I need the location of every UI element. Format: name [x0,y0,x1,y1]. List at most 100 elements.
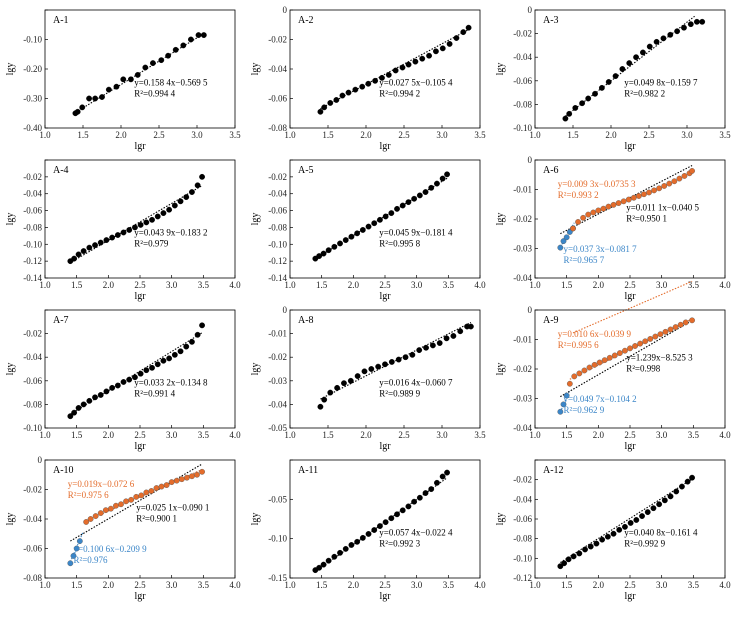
data-point [565,556,572,563]
y-tick-label: -0.08 [268,222,287,232]
data-point [177,348,184,355]
data-point [450,333,457,339]
data-point [465,24,472,31]
x-tick-label: 3.0 [656,280,668,290]
data-point [596,359,603,366]
x-axis-label: lgr [379,441,391,452]
data-point [560,238,567,245]
y-tick-label: -0.02 [513,364,532,374]
data-point [600,205,607,212]
y-axis-label: lgy [250,213,261,226]
data-point [557,408,564,415]
data-point [557,563,564,570]
x-tick-label: 4.0 [229,430,241,440]
data-point [67,413,74,420]
data-point [632,343,638,349]
y-tick-label: 0 [283,5,288,15]
y-tick-label: -0.02 [23,329,42,339]
y-tick-label: -0.01 [268,329,287,339]
panel-label: A-12 [543,465,564,476]
y-axis-label: lgy [5,213,16,226]
y-axis-label: lgy [495,513,506,526]
x-tick-label: 1.0 [529,130,541,140]
x-tick-label: 3.0 [411,580,423,590]
y-tick-label: -0.30 [23,94,42,104]
x-tick-label: 1.0 [284,430,296,440]
y-tick-label: -0.40 [23,123,42,133]
y-tick-label: -0.03 [268,376,287,386]
y-tick-label: -0.05 [268,494,287,504]
data-point [345,89,352,96]
data-point [166,206,173,213]
data-point [92,242,98,249]
data-point [368,366,375,372]
data-point [566,110,573,117]
data-point [689,474,695,481]
data-point [646,189,652,196]
data-point [689,168,695,174]
y-tick-label: -0.08 [23,222,42,232]
x-tick-label: 3.0 [436,430,448,440]
x-tick-label: 4.0 [719,580,731,590]
data-point [199,468,205,475]
data-point [392,67,399,74]
data-point [640,49,646,56]
y-tick-label: -0.03 [513,394,532,404]
data-point [460,29,467,36]
y-tick-label: -0.08 [23,399,42,409]
data-point [622,347,628,354]
x-tick-label: 2.0 [348,280,360,290]
fit-line [70,332,203,415]
data-point [422,189,429,195]
x-tick-label: 2.5 [624,580,636,590]
data-point [133,493,140,500]
data-point [76,538,83,545]
data-point [132,224,138,231]
data-point [183,343,190,350]
x-axis-label: lgr [624,591,636,602]
data-point [195,32,202,38]
data-point [416,192,423,199]
y-tick-label: -0.04 [513,273,532,283]
x-axis-label: lgr [624,141,636,152]
data-point [610,530,617,537]
fit-r-squared: R²=0.995 8 [379,239,420,249]
fit-r-squared: R²=0.994 2 [379,89,420,99]
data-point [434,180,440,187]
data-point [687,21,694,28]
fit-r-squared: R²=0.991 4 [134,389,175,399]
data-point [158,57,165,64]
data-point [97,510,104,516]
data-point [331,553,338,560]
data-point [347,377,354,384]
x-tick-label: 3.5 [443,580,455,590]
data-point [194,471,200,478]
fit-equation: y=0.037 3x−0.081 7 [564,244,638,254]
panel-label: A-1 [53,15,69,26]
y-tick-label: -0.03 [513,244,532,254]
fit-equation: y=0.057 4x−0.022 4 [379,528,453,538]
x-tick-label: 1.5 [561,280,573,290]
y-tick-label: -0.04 [513,52,532,62]
x-tick-label: 3.5 [198,430,210,440]
x-tick-label: 2.5 [379,580,391,590]
fit-equation: y=0.027 5x−0.105 4 [379,78,453,88]
data-point [428,486,435,493]
data-point [439,473,446,480]
x-tick-label: 2.5 [379,280,391,290]
data-point [405,199,412,206]
data-point [143,219,150,226]
data-point [592,90,598,97]
data-point [457,328,464,335]
plot-frame [289,459,481,579]
data-point [67,560,74,567]
x-tick-label: 1.0 [284,580,296,590]
data-point [359,83,366,90]
x-tick-label: 2.0 [103,580,115,590]
data-point [92,95,99,102]
panel-a-11: 1.0 1.5 2.0 2.5 3.0 3.5 4.0 -0.15 -0.10 -0.05 lgr l… [250,459,486,602]
data-point [113,502,119,509]
y-tick-label: 0 [528,5,533,15]
